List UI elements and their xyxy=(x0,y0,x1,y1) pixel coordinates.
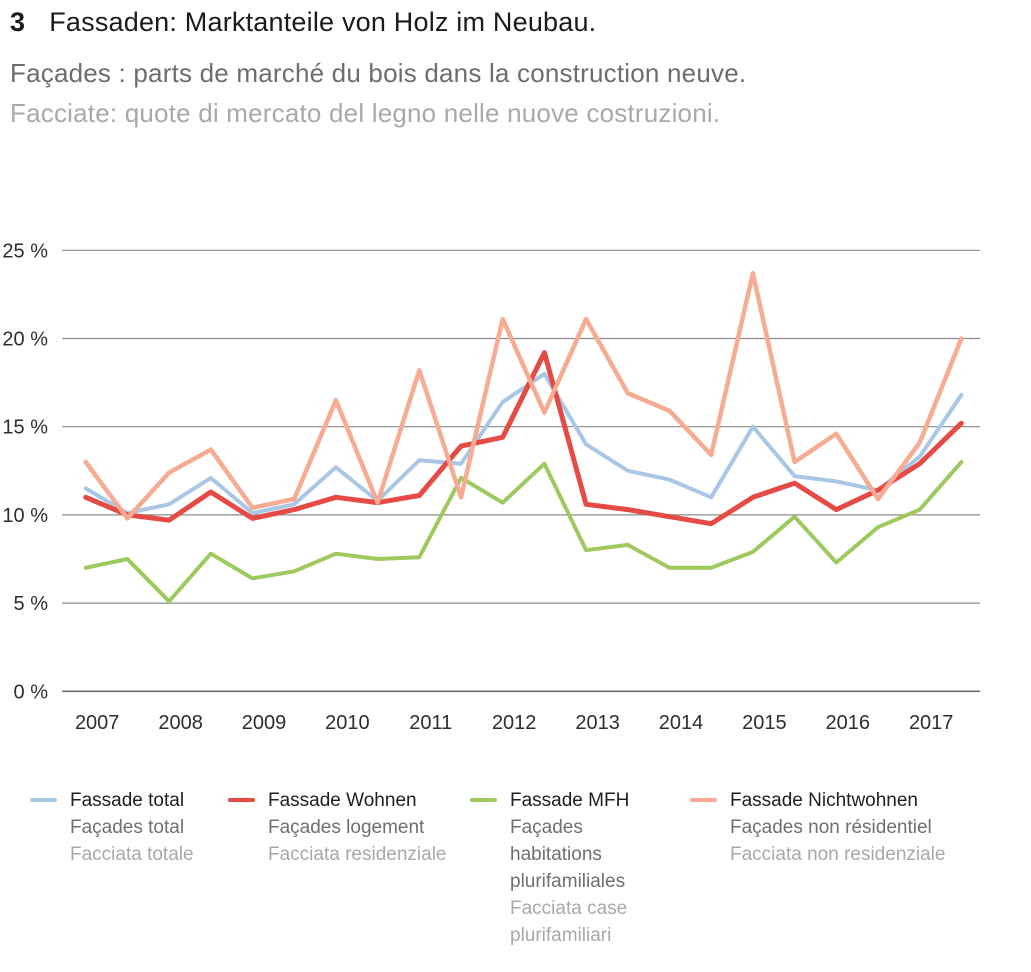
legend-swatch-fassade-nichtwohnen xyxy=(690,798,717,802)
legend-swatch-fassade-wohnen xyxy=(228,798,255,802)
legend-label-de: Fassade MFH xyxy=(510,790,630,811)
x-tick-label: 2012 xyxy=(492,712,537,734)
y-tick-label: 25 % xyxy=(2,240,48,262)
legend-label-fr: Façades non résidentiel xyxy=(730,817,932,838)
legend-label-de: Fassade total xyxy=(70,790,185,811)
x-tick-label: 2011 xyxy=(409,712,452,734)
x-tick-label: 2010 xyxy=(325,712,370,734)
y-tick-label: 15 % xyxy=(2,417,48,439)
y-tick-label: 5 % xyxy=(14,593,49,615)
x-tick-label: 2007 xyxy=(75,712,120,734)
y-tick-label: 0 % xyxy=(14,681,49,703)
legend-label-it: Facciata case plurifamiliari xyxy=(510,898,628,946)
chart-legend: Fassade total Façades total Facciata tot… xyxy=(0,787,1031,967)
y-tick-label: 20 % xyxy=(2,329,48,351)
legend-label-it: Facciata non residenziale xyxy=(730,844,946,865)
series-line-fassade-wohnen xyxy=(83,350,964,527)
x-tick-label: 2014 xyxy=(659,712,704,734)
series-line-fassade-nichtwohnen xyxy=(83,270,964,521)
x-tick-label: 2013 xyxy=(575,712,620,734)
legend-label-it: Facciata residenziale xyxy=(268,844,447,865)
figure-title-de: 3 Fassaden: Marktanteile von Holz im Neub… xyxy=(10,7,596,38)
legend-label-de: Fassade Nichtwohnen xyxy=(730,790,918,811)
x-tick-label: 2009 xyxy=(242,712,287,734)
x-tick-label: 2016 xyxy=(826,712,871,734)
x-tick-label: 2008 xyxy=(158,712,203,734)
series-line-fassade-total xyxy=(83,371,964,516)
legend-item-fassade-total: Fassade total Façades total Facciata tot… xyxy=(30,787,235,868)
title-it: Facciate: quote di mercato del legno nel… xyxy=(10,98,721,128)
legend-item-fassade-wohnen: Fassade Wohnen Façades logement Facciata… xyxy=(228,787,474,868)
x-tick-label: 2015 xyxy=(742,712,787,734)
legend-swatch-fassade-total xyxy=(30,798,57,802)
legend-label-fr: Façades logement xyxy=(268,817,425,838)
legend-label-fr: Façades total xyxy=(70,817,185,838)
legend-label-it: Facciata totale xyxy=(70,844,194,865)
legend-swatch-fassade-mfh xyxy=(470,798,497,802)
y-tick-label: 10 % xyxy=(2,505,48,527)
legend-item-fassade-mfh: Fassade MFH Façades habitations plurifam… xyxy=(470,787,670,949)
figure-number: 3 xyxy=(10,7,26,37)
x-tick-label: 2017 xyxy=(909,712,954,734)
series-line-fassade-mfh xyxy=(83,460,964,604)
title-de: Fassaden: Marktanteile von Holz im Neuba… xyxy=(49,7,597,37)
legend-label-de: Fassade Wohnen xyxy=(268,790,417,811)
line-chart: 0 % 5 % 10 % 15 % 20 % 25 % 2007 2008 2009 2010 20… xyxy=(2,240,980,734)
title-fr: Façades : parts de marché du bois dans l… xyxy=(10,58,747,88)
legend-item-fassade-nichtwohnen: Fassade Nichtwohnen Façades non résident… xyxy=(690,787,1030,868)
legend-label-fr: Façades habitations plurifamiliales xyxy=(510,817,626,892)
